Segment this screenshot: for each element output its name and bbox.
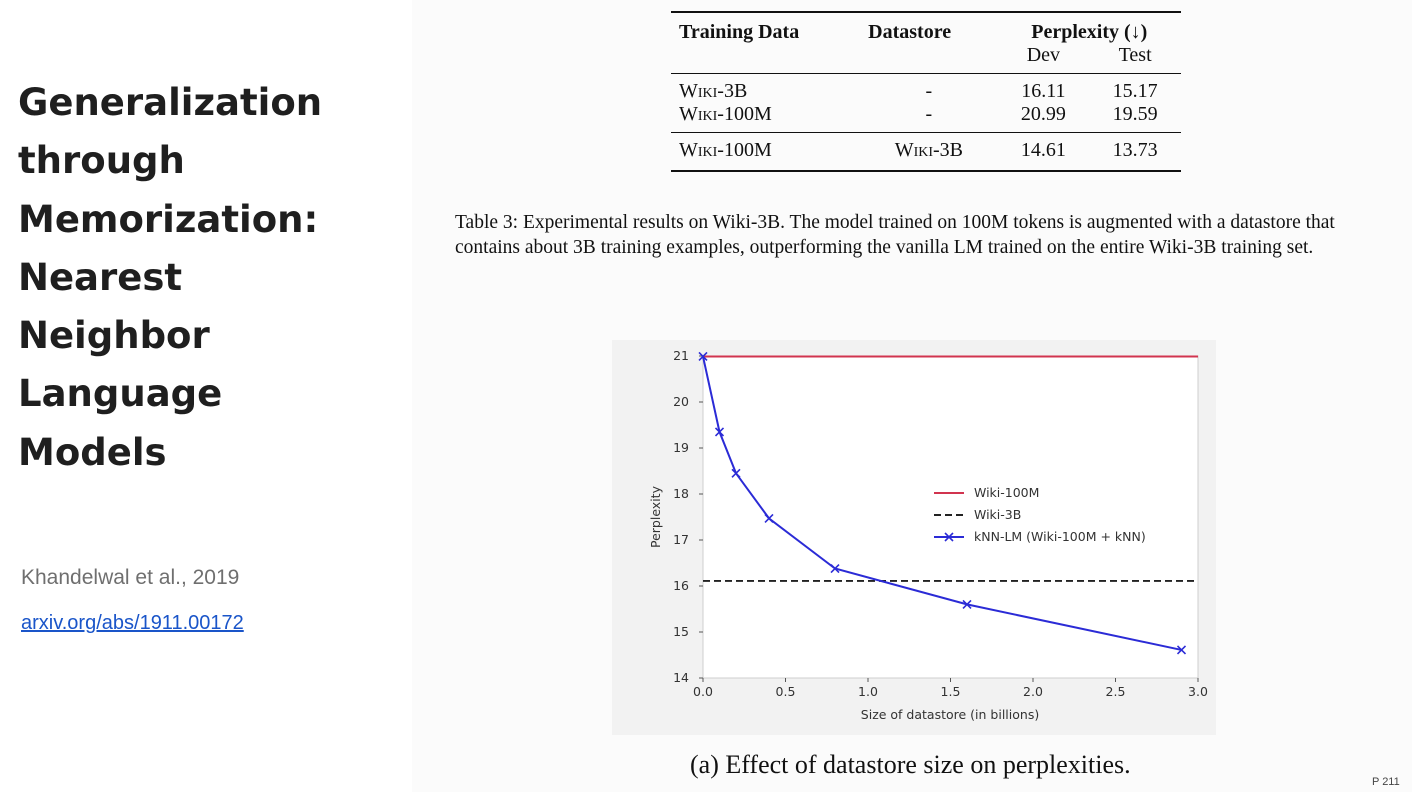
x-tick-label: 1.0 (858, 684, 878, 699)
table-header-row: Training Data Datastore Perplexity (↓) (671, 12, 1181, 44)
cell-training-data: Wiki-100M (679, 103, 772, 125)
table-subheader-row: Dev Test (671, 44, 1181, 74)
cell-test: 13.73 (1112, 139, 1158, 161)
y-tick-label: 19 (673, 440, 689, 455)
table-row: Wiki-100M Wiki-3B 14.61 13.73 (671, 133, 1181, 172)
data-point-marker (714, 427, 725, 437)
data-point-marker (698, 351, 708, 362)
cell-datastore: - (925, 80, 933, 102)
y-axis-label: Perplexity (648, 485, 663, 548)
figure-box: 14 15 16 17 18 19 20 21 0.0 0.5 1.0 1.5 2.0 2.5 3.0 W… (612, 340, 1216, 735)
slide-title-line: Nearest (18, 255, 183, 299)
cell-test: 15.17 (1112, 80, 1158, 102)
y-tick-label: 16 (673, 578, 689, 593)
table-row: Wiki-3B - 16.11 15.17 (671, 74, 1181, 104)
citation: Khandelwal et al., 2019 (21, 566, 240, 589)
cell-test: 19.59 (1112, 103, 1158, 125)
perplexity-chart: 14 15 16 17 18 19 20 21 0.0 0.5 1.0 1.5 2.0 2.5 3.0 W… (648, 348, 1208, 722)
plot-area (702, 355, 1199, 679)
data-point-marker (1176, 645, 1187, 655)
y-tick-label: 21 (673, 348, 689, 363)
y-tick-label: 15 (673, 624, 689, 639)
x-tick-label: 3.0 (1188, 684, 1208, 699)
cell-training-data: Wiki-3B (679, 80, 748, 102)
x-tick-label: 2.5 (1106, 684, 1126, 699)
x-tick-label: 0.5 (776, 684, 796, 699)
data-point-marker (962, 599, 972, 609)
header-datastore: Datastore (868, 21, 952, 43)
results-table: Training Data Datastore Perplexity (↓) D… (671, 11, 1181, 172)
legend-label: Wiki-3B (974, 507, 1021, 522)
slide-title-line: Generalization (18, 81, 323, 124)
y-tick-label: 20 (673, 394, 689, 409)
cell-training-data: Wiki-100M (679, 139, 772, 161)
cell-dev: 14.61 (1020, 139, 1066, 161)
table-caption: Table 3: Experimental results on Wiki-3B… (455, 212, 1335, 258)
arxiv-link[interactable]: arxiv.org/abs/1911.00172 (21, 612, 244, 634)
table-row: Wiki-100M - 20.99 19.59 (671, 103, 1181, 133)
y-tick-label: 18 (673, 486, 689, 501)
data-point-marker (731, 468, 741, 478)
cell-dev: 20.99 (1020, 103, 1066, 125)
cell-datastore: - (925, 103, 933, 125)
y-tick-label: 14 (673, 670, 689, 685)
y-tick-label: 17 (673, 532, 689, 547)
legend-label: kNN-LM (Wiki-100M + kNN) (974, 529, 1146, 544)
cell-dev: 16.11 (1021, 80, 1066, 102)
header-training-data: Training Data (679, 21, 800, 43)
header-test: Test (1118, 44, 1152, 66)
header-perplexity: Perplexity (↓) (1031, 21, 1148, 43)
slide-title-line: Models (18, 430, 167, 474)
x-tick-label: 2.0 (1023, 684, 1043, 699)
x-axis-label: Size of datastore (in billions) (861, 707, 1039, 722)
x-tick-label: 0.0 (693, 684, 713, 699)
legend-label: Wiki-100M (974, 485, 1039, 500)
slide-title-line: through (18, 139, 185, 183)
cell-datastore: Wiki-3B (894, 139, 963, 161)
slide-title-line: Language (18, 372, 223, 416)
slide-title-line: Memorization: (18, 197, 319, 241)
slide-title-line: Neighbor (18, 314, 210, 358)
slide-title: Generalization through Memorization: Nea… (18, 74, 398, 482)
data-point-marker (764, 513, 774, 523)
data-point-marker (830, 563, 840, 574)
header-dev: Dev (1026, 44, 1061, 66)
x-tick-label: 1.5 (941, 684, 961, 699)
page-marker: P 211 (1372, 776, 1400, 788)
figure-caption: (a) Effect of datastore size on perplexi… (690, 750, 1131, 779)
